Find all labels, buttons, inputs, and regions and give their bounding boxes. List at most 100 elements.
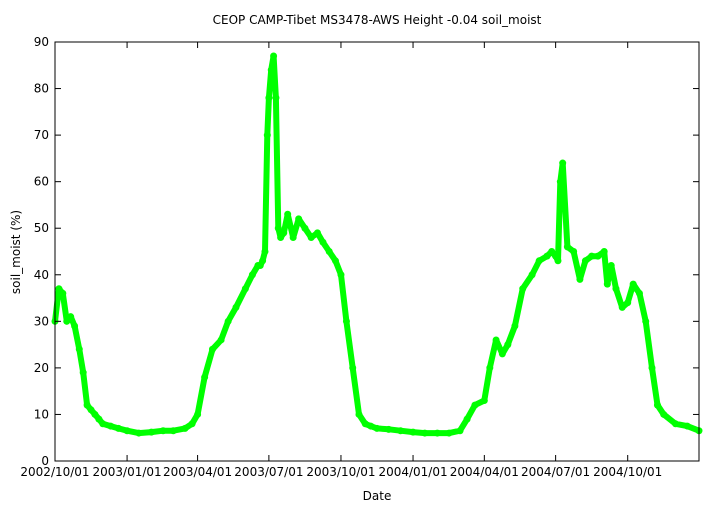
x-tick-label: 2004/04/01 [450, 465, 519, 479]
data-point [385, 425, 393, 433]
data-point [307, 234, 315, 242]
data-point [355, 410, 363, 418]
y-tick-label: 0 [41, 454, 49, 468]
x-tick-label: 2003/01/01 [92, 465, 161, 479]
y-tick-label: 70 [34, 128, 49, 142]
x-axis-label: Date [363, 489, 392, 503]
chart-title: CEOP CAMP-Tibet MS3478-AWS Height -0.04 … [213, 13, 542, 27]
data-point [603, 280, 611, 288]
data-point [301, 224, 309, 232]
y-tick-label: 60 [34, 175, 49, 189]
data-point [181, 424, 189, 432]
data-point [331, 257, 339, 265]
x-tick-label: 2003/07/01 [234, 465, 303, 479]
data-point [519, 285, 527, 293]
y-tick-label: 80 [34, 82, 49, 96]
data-point [576, 275, 584, 283]
data-point [319, 238, 327, 246]
data-point [594, 252, 602, 260]
data-point [123, 427, 131, 435]
y-tick-label: 30 [34, 314, 49, 328]
data-point [265, 94, 273, 102]
data-point [272, 94, 280, 102]
y-axis-label: soil_moist (%) [9, 210, 23, 294]
x-tick-label: 2002/10/01 [20, 465, 89, 479]
x-tick-label: 2004/01/01 [378, 465, 447, 479]
data-point [208, 345, 216, 353]
data-point [270, 52, 278, 60]
data-point [543, 252, 551, 260]
data-point [554, 257, 562, 265]
data-point [159, 427, 167, 435]
data-point [217, 336, 225, 344]
y-tick-label: 40 [34, 268, 49, 282]
series-line [52, 53, 702, 437]
data-point [511, 322, 519, 330]
plot-points [51, 52, 703, 437]
data-point [263, 131, 271, 139]
data-point [75, 345, 83, 353]
data-point [624, 299, 632, 307]
data-point [261, 248, 269, 255]
data-point [409, 428, 417, 436]
data-point [188, 420, 196, 428]
data-point [71, 322, 79, 330]
data-point [581, 257, 589, 265]
data-point [79, 369, 87, 377]
data-point [421, 429, 429, 437]
data-point [671, 420, 679, 428]
plot-frame [54, 41, 700, 462]
data-point [280, 229, 288, 237]
data-point [629, 280, 637, 288]
data-point [660, 410, 668, 418]
data-point [612, 285, 620, 293]
data-point [648, 364, 656, 372]
data-point [456, 427, 464, 435]
data-point [498, 350, 506, 358]
data-point [83, 401, 91, 409]
y-tick-label: 90 [34, 35, 49, 49]
data-point [463, 415, 471, 423]
x-tick-label: 2004/07/01 [521, 465, 590, 479]
data-point [480, 396, 488, 404]
data-point [91, 410, 99, 418]
y-ticks: 0 10 20 30 40 50 60 70 80 90 [34, 35, 699, 468]
data-point [367, 422, 375, 430]
data-point [535, 257, 543, 265]
data-point [471, 401, 479, 409]
data-point [259, 257, 267, 265]
data-point [607, 261, 615, 269]
data-point [563, 243, 571, 251]
data-point [337, 271, 345, 279]
data-point [683, 422, 691, 430]
y-tick-label: 20 [34, 361, 49, 375]
data-point [445, 429, 453, 437]
data-point [588, 252, 596, 260]
data-point [95, 415, 103, 423]
y-tick-label: 10 [34, 407, 49, 421]
data-point [289, 234, 297, 242]
data-point [642, 317, 650, 325]
data-point [600, 248, 608, 255]
data-point [135, 429, 143, 437]
data-point [67, 313, 75, 321]
data-point [433, 429, 441, 437]
data-point [635, 289, 643, 297]
data-point [224, 317, 232, 325]
data-point [570, 248, 578, 255]
data-point [504, 341, 512, 349]
x-tick-label: 2003/04/01 [163, 465, 232, 479]
data-point [194, 410, 202, 418]
data-point [201, 373, 209, 381]
data-point [147, 428, 155, 436]
data-point [248, 271, 256, 279]
data-point [486, 364, 494, 372]
data-point [528, 271, 536, 279]
data-point [556, 178, 564, 186]
data-point [284, 210, 292, 218]
data-point [274, 224, 282, 232]
data-point [373, 424, 381, 432]
data-point [548, 248, 556, 255]
data-point [618, 303, 626, 311]
